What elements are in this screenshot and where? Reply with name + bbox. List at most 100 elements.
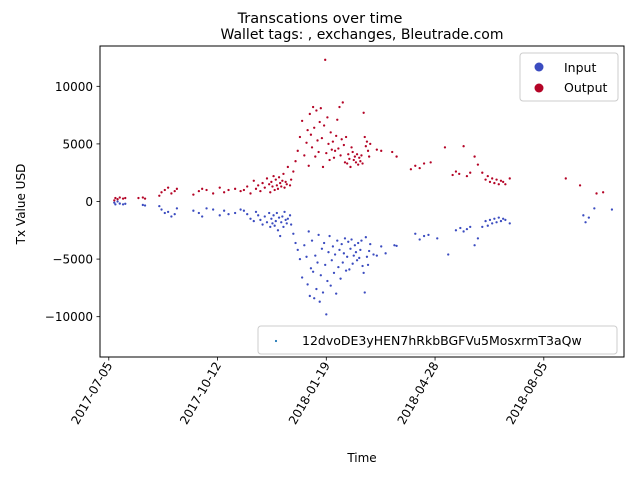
input-point xyxy=(298,257,302,261)
input-point xyxy=(355,259,359,262)
output-point xyxy=(286,165,289,169)
output-point xyxy=(328,158,331,162)
input-point xyxy=(330,259,333,262)
output-point xyxy=(317,150,320,154)
output-point xyxy=(160,191,163,194)
x-tick-label: 2017-10-12 xyxy=(177,360,224,427)
input-point xyxy=(331,245,335,248)
output-point xyxy=(233,187,237,190)
input-point xyxy=(242,209,246,212)
input-point xyxy=(354,251,358,254)
input-point xyxy=(359,248,362,252)
output-point xyxy=(333,149,337,152)
input-point xyxy=(322,241,326,245)
output-point xyxy=(166,186,170,189)
input-point xyxy=(276,229,280,232)
input-point xyxy=(338,248,341,252)
output-point xyxy=(348,157,351,161)
input-point xyxy=(327,251,330,254)
input-point xyxy=(393,244,396,247)
input-point xyxy=(314,254,317,257)
output-point xyxy=(484,178,487,181)
output-point xyxy=(481,171,484,174)
input-point xyxy=(427,233,430,237)
figure-title: Transcations over time xyxy=(237,11,403,27)
legend-wallet-marker xyxy=(274,339,278,343)
output-point xyxy=(308,112,311,116)
input-point xyxy=(218,214,221,217)
input-point xyxy=(362,271,365,275)
output-point xyxy=(218,186,221,189)
output-point xyxy=(212,192,215,195)
input-point xyxy=(336,239,339,242)
output-point xyxy=(429,161,432,164)
output-point xyxy=(488,180,492,184)
input-point xyxy=(317,233,320,237)
input-point xyxy=(160,208,163,211)
legend-input-marker xyxy=(534,62,544,72)
output-point xyxy=(143,197,147,200)
input-point xyxy=(380,245,383,248)
output-point xyxy=(336,118,339,121)
output-point xyxy=(279,181,282,185)
output-point xyxy=(326,116,329,119)
y-tick-label: −5000 xyxy=(52,253,93,267)
output-point xyxy=(366,149,370,152)
input-point xyxy=(325,313,328,316)
input-point xyxy=(313,297,316,300)
output-point xyxy=(306,128,309,132)
input-point xyxy=(286,217,289,220)
axes: −10000 −5000 0 5000 10000 2017-07-05 2017-10-1… xyxy=(45,80,551,427)
input-point xyxy=(289,223,293,226)
output-point xyxy=(305,141,308,144)
output-point xyxy=(354,161,358,164)
output-point xyxy=(116,198,119,201)
input-point xyxy=(118,202,121,205)
output-point xyxy=(375,148,378,151)
output-point xyxy=(197,189,201,193)
input-point xyxy=(584,221,587,224)
output-point xyxy=(458,172,461,176)
input-point xyxy=(114,203,117,206)
output-point xyxy=(362,111,365,114)
input-point xyxy=(384,252,387,255)
input-point xyxy=(274,219,277,223)
input-point xyxy=(363,291,366,294)
output-point xyxy=(414,164,417,167)
input-point xyxy=(495,221,498,224)
legend-bottom: 12dvoDE3yHEN7hRkbBGFVu5MosxrmT3aQw xyxy=(257,325,618,355)
output-point xyxy=(294,160,297,163)
input-point xyxy=(347,240,350,243)
output-point xyxy=(486,175,489,178)
input-point xyxy=(462,230,465,233)
legend-bottom-box xyxy=(257,325,618,355)
output-point xyxy=(281,179,284,182)
input-point xyxy=(319,274,322,277)
output-point xyxy=(443,146,447,149)
y-tick-label: 0 xyxy=(85,195,93,209)
input-point xyxy=(493,217,496,220)
output-point xyxy=(263,186,266,189)
output-point xyxy=(469,171,472,174)
input-point xyxy=(332,271,336,275)
y-tick-label: 5000 xyxy=(62,137,93,151)
input-point xyxy=(303,244,306,247)
input-point xyxy=(358,256,361,260)
output-point xyxy=(564,177,567,180)
output-point xyxy=(331,140,335,143)
output-point xyxy=(315,109,318,112)
input-point xyxy=(121,203,125,206)
input-point xyxy=(346,255,349,258)
output-point xyxy=(319,107,322,110)
input-point xyxy=(279,234,282,238)
input-point xyxy=(321,291,325,294)
input-point xyxy=(233,211,237,215)
input-point xyxy=(491,222,494,225)
input-point xyxy=(504,218,507,222)
output-point xyxy=(508,177,511,180)
input-point xyxy=(353,244,357,247)
input-point xyxy=(418,238,421,241)
output-point xyxy=(276,187,280,190)
output-point xyxy=(473,155,476,158)
